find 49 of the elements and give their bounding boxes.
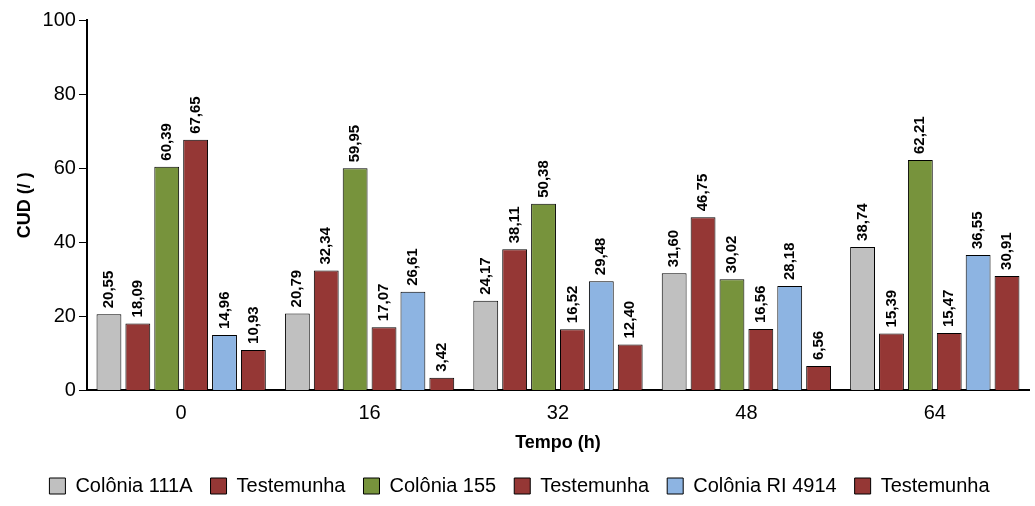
data-label: 50,38 — [533, 160, 551, 198]
data-label: 15,47 — [939, 289, 957, 328]
y-tick-label: 0 — [64, 377, 76, 400]
x-tick-label: 0 — [175, 400, 187, 423]
data-label: 30,91 — [997, 232, 1015, 270]
data-label: 6,56 — [808, 330, 826, 361]
data-label: 20,79 — [287, 269, 305, 308]
data-label: 31,60 — [664, 229, 682, 268]
data-label: 32,34 — [316, 226, 334, 265]
data-label: 60,39 — [156, 123, 174, 161]
x-tick-label: 48 — [735, 400, 758, 423]
data-label: 15,39 — [881, 289, 899, 328]
data-label: 62,21 — [910, 116, 928, 154]
legend-label: Testemunha — [236, 473, 347, 496]
data-label: 38,11 — [504, 206, 522, 244]
data-label: 17,07 — [374, 283, 392, 322]
x-tick-label: 32 — [546, 400, 570, 423]
y-axis-title: CUD (/ ) — [13, 172, 34, 239]
data-label: 20,55 — [99, 270, 117, 309]
y-tick-label: 80 — [53, 81, 76, 104]
legend-label: Colônia RI 4914 — [693, 473, 837, 496]
y-tick-label: 100 — [42, 7, 76, 30]
data-label: 46,75 — [693, 173, 711, 212]
y-tick-label: 20 — [53, 303, 76, 326]
data-label: 30,02 — [722, 235, 740, 274]
data-label: 16,56 — [750, 285, 768, 324]
data-label: 10,93 — [243, 306, 261, 344]
legend-label: Colônia 111A — [75, 473, 194, 496]
data-label: 24,17 — [475, 257, 493, 295]
legend-label: Testemunha — [880, 473, 991, 496]
data-label: 16,52 — [562, 285, 580, 324]
data-label: 36,55 — [968, 211, 986, 250]
data-label: 38,74 — [852, 202, 870, 241]
x-tick-label: 16 — [358, 400, 381, 423]
x-tick-label: 64 — [923, 400, 946, 423]
x-axis-title: Tempo (h) — [515, 432, 601, 453]
data-label: 59,95 — [345, 124, 363, 163]
data-label: 18,09 — [127, 279, 145, 318]
legend-label: Testemunha — [540, 473, 651, 496]
data-label: 29,48 — [591, 237, 609, 276]
y-tick-label: 60 — [53, 155, 76, 178]
data-label: 14,96 — [214, 291, 232, 329]
data-label: 12,40 — [620, 300, 638, 339]
data-label: 26,61 — [403, 248, 421, 286]
legend-label: Colônia 155 — [389, 473, 497, 496]
data-label: 3,42 — [431, 342, 449, 372]
data-label: 28,18 — [779, 242, 797, 281]
data-label: 67,65 — [185, 96, 203, 134]
y-tick-label: 40 — [53, 229, 76, 252]
